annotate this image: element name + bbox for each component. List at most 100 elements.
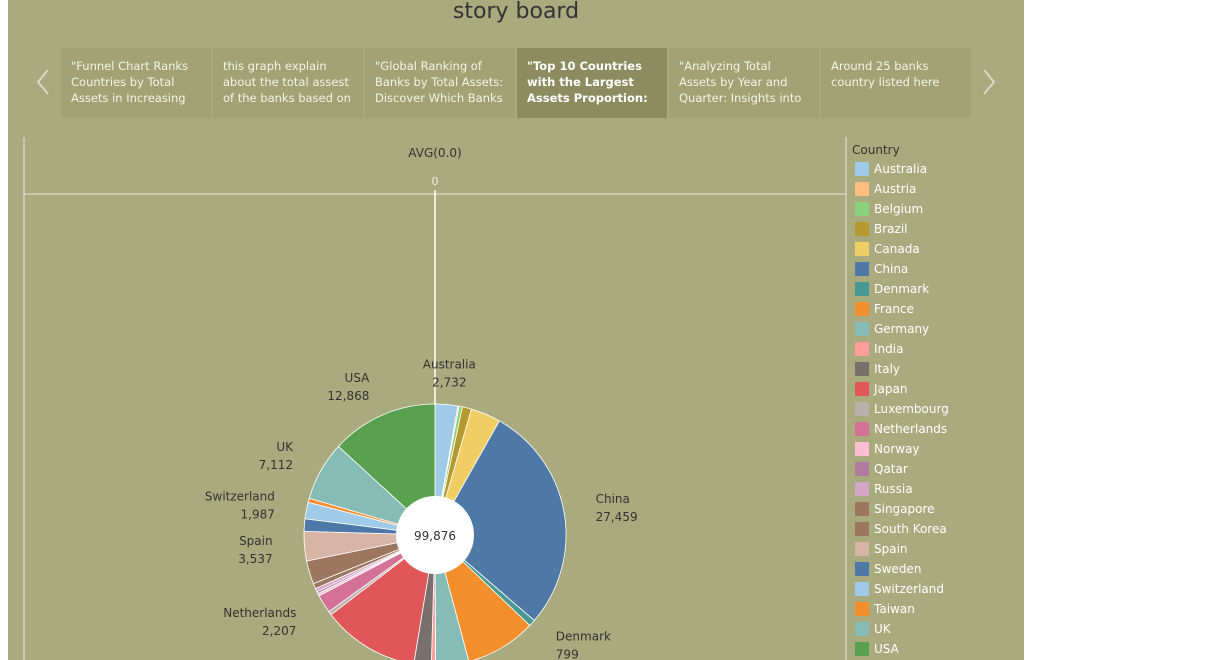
legend-label: Spain — [874, 542, 908, 556]
caption-text: "Funnel Chart Ranks Countries by Total A… — [71, 59, 189, 105]
legend-label: USA — [874, 642, 899, 656]
pie-slice-germany[interactable] — [434, 534, 469, 660]
chevron-right-icon — [983, 69, 996, 95]
legend-swatch — [855, 262, 869, 276]
legend-label: Australia — [874, 162, 928, 176]
pie-slice-usa[interactable] — [337, 403, 436, 536]
legend-item-norway[interactable]: Norway — [852, 439, 1012, 459]
legend-item-australia[interactable]: Australia — [852, 159, 1012, 179]
legend-label: South Korea — [874, 522, 947, 536]
slice-name-label: Australia — [423, 358, 476, 372]
pie-slice-france[interactable] — [434, 533, 531, 660]
story-caption-5[interactable]: "Analyzing Total Assets by Year and Quar… — [669, 48, 819, 118]
legend-label: Netherlands — [874, 422, 948, 436]
story-dashboard: story board "Funnel Chart Ranks Countrie… — [8, 0, 1024, 660]
legend-swatch — [855, 502, 869, 516]
legend-swatch — [855, 522, 869, 536]
legend-label: Denmark — [874, 282, 930, 296]
legend-swatch — [855, 362, 869, 376]
legend-swatch — [855, 442, 869, 456]
legend-swatch — [855, 302, 869, 316]
legend-swatch — [855, 462, 869, 476]
story-caption-3[interactable]: "Global Ranking of Banks by Total Assets… — [365, 48, 515, 118]
chevron-left-icon — [36, 69, 49, 95]
legend: Country Australia Austria Belgium Brazil Can… — [852, 141, 1012, 659]
legend-swatch — [855, 242, 869, 256]
story-caption-4[interactable]: "Top 10 Countries with the Largest Asset… — [517, 48, 667, 118]
legend-swatch — [855, 642, 869, 656]
caption-text: Around 25 banks country listed here — [831, 59, 940, 89]
legend-label: Norway — [874, 442, 920, 456]
legend-item-russia[interactable]: Russia — [852, 479, 1012, 499]
legend-item-qatar[interactable]: Qatar — [852, 459, 1012, 479]
legend-item-japan[interactable]: Japan — [852, 379, 1012, 399]
slice-value-label: 3,537 — [238, 552, 272, 566]
legend-swatch — [855, 562, 869, 576]
slice-value-label: 7,112 — [259, 458, 293, 472]
legend-item-spain[interactable]: Spain — [852, 539, 1012, 559]
legend-item-france[interactable]: France — [852, 299, 1012, 319]
legend-label: France — [874, 302, 914, 316]
slice-name-label: Denmark — [556, 630, 611, 644]
legend-item-germany[interactable]: Germany — [852, 319, 1012, 339]
pie-slice-china[interactable] — [434, 420, 567, 622]
legend-item-luxembourg[interactable]: Luxembourg — [852, 399, 1012, 419]
legend-item-uk[interactable]: UK — [852, 619, 1012, 639]
legend-title: Country — [852, 143, 900, 157]
slice-value-label: 12,868 — [327, 389, 369, 403]
legend-item-netherlands[interactable]: Netherlands — [852, 419, 1012, 439]
legend-item-brazil[interactable]: Brazil — [852, 219, 1012, 239]
legend-swatch — [855, 282, 869, 296]
slice-name-label: Spain — [239, 534, 273, 548]
legend-label: Singapore — [874, 502, 935, 516]
legend-swatch — [855, 602, 869, 616]
slice-name-label: Switzerland — [205, 490, 275, 504]
slice-name-label: UK — [276, 440, 294, 454]
legend-item-switzerland[interactable]: Switzerland — [852, 579, 1012, 599]
legend-item-india[interactable]: India — [852, 339, 1012, 359]
legend-item-sweden[interactable]: Sweden — [852, 559, 1012, 579]
caption-text: "Top 10 Countries with the Largest Asset… — [527, 59, 648, 105]
pie-slice-japan[interactable] — [330, 534, 436, 660]
story-caption-2[interactable]: this graph explain about the total asses… — [213, 48, 363, 118]
legend-label: Switzerland — [874, 582, 944, 596]
pie-chart: AVG(0.0) 0 99,876 Australia 2,732 China 27,… — [23, 137, 847, 660]
legend-label: UK — [874, 622, 891, 636]
next-story-button[interactable] — [974, 62, 1004, 102]
chart-header: AVG(0.0) — [408, 146, 461, 160]
prev-story-button[interactable] — [28, 62, 58, 102]
legend-swatch — [855, 402, 869, 416]
legend-swatch — [855, 622, 869, 636]
slice-value-label: 1,987 — [241, 508, 275, 522]
legend-item-taiwan[interactable]: Taiwan — [852, 599, 1012, 619]
legend-item-belgium[interactable]: Belgium — [852, 199, 1012, 219]
legend-item-usa[interactable]: USA — [852, 639, 1012, 659]
caption-text: "Global Ranking of Banks by Total Assets… — [375, 59, 504, 105]
slice-name-label: China — [596, 492, 630, 506]
legend-label: Canada — [874, 242, 920, 256]
legend-label: Belgium — [874, 202, 924, 216]
legend-label: Sweden — [874, 562, 922, 576]
legend-label: Japan — [874, 382, 908, 396]
legend-item-china[interactable]: China — [852, 259, 1012, 279]
legend-swatch — [855, 382, 869, 396]
legend-label: Brazil — [874, 222, 908, 236]
legend-item-italy[interactable]: Italy — [852, 359, 1012, 379]
slice-name-label: USA — [345, 371, 371, 385]
legend-swatch — [855, 222, 869, 236]
caption-text: "Analyzing Total Assets by Year and Quar… — [679, 59, 802, 105]
legend-label: Austria — [874, 182, 917, 196]
axis-tick-label: 0 — [432, 175, 439, 188]
legend-item-south-korea[interactable]: South Korea — [852, 519, 1012, 539]
legend-item-austria[interactable]: Austria — [852, 179, 1012, 199]
story-caption-6[interactable]: Around 25 banks country listed here — [821, 48, 971, 118]
legend-label: Taiwan — [874, 602, 915, 616]
legend-item-denmark[interactable]: Denmark — [852, 279, 1012, 299]
slice-value-label: 27,459 — [596, 510, 638, 524]
legend-label: China — [874, 262, 909, 276]
legend-label: Qatar — [874, 462, 908, 476]
legend-item-singapore[interactable]: Singapore — [852, 499, 1012, 519]
story-caption-1[interactable]: "Funnel Chart Ranks Countries by Total A… — [61, 48, 211, 118]
slice-value-label: 2,732 — [432, 376, 466, 390]
legend-item-canada[interactable]: Canada — [852, 239, 1012, 259]
